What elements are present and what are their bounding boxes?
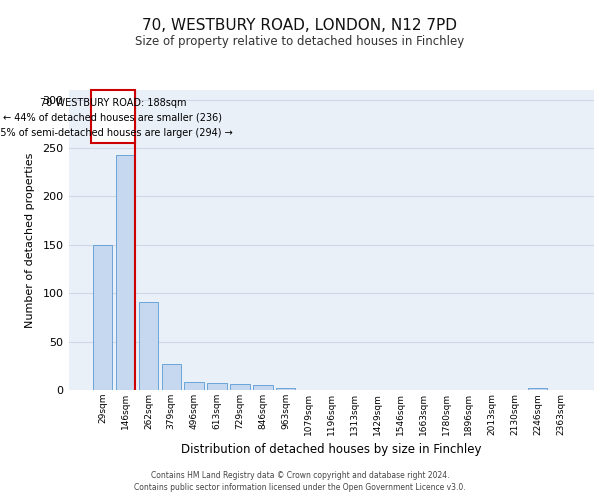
Text: Size of property relative to detached houses in Finchley: Size of property relative to detached ho…	[136, 35, 464, 48]
Bar	[116, 155, 135, 390]
Text: Contains HM Land Registry data © Crown copyright and database right 2024.
Contai: Contains HM Land Registry data © Crown c…	[134, 471, 466, 492]
Bar	[139, 302, 158, 390]
Bar	[253, 385, 272, 390]
FancyBboxPatch shape	[91, 90, 135, 143]
Text: 70 WESTBURY ROAD: 188sqm: 70 WESTBURY ROAD: 188sqm	[40, 98, 186, 108]
Text: ← 44% of detached houses are smaller (236): ← 44% of detached houses are smaller (23…	[4, 113, 223, 123]
Bar	[93, 245, 112, 390]
Bar	[161, 364, 181, 390]
Bar	[528, 388, 547, 390]
X-axis label: Distribution of detached houses by size in Finchley: Distribution of detached houses by size …	[181, 443, 482, 456]
Y-axis label: Number of detached properties: Number of detached properties	[25, 152, 35, 328]
Text: 55% of semi-detached houses are larger (294) →: 55% of semi-detached houses are larger (…	[0, 128, 232, 138]
Bar	[230, 384, 250, 390]
Bar	[208, 383, 227, 390]
Bar	[184, 382, 204, 390]
Text: 70, WESTBURY ROAD, LONDON, N12 7PD: 70, WESTBURY ROAD, LONDON, N12 7PD	[143, 18, 458, 32]
Bar	[276, 388, 295, 390]
